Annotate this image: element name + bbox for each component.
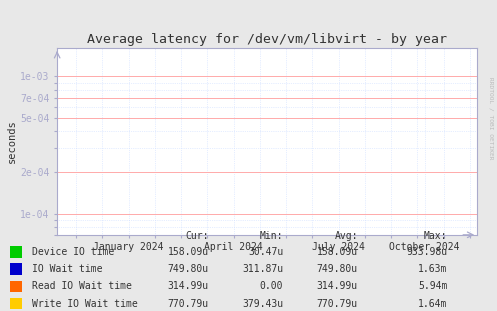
Text: 749.80u: 749.80u <box>317 264 358 274</box>
Text: 5.94m: 5.94m <box>418 281 447 291</box>
Y-axis label: seconds: seconds <box>7 120 17 163</box>
Text: 749.80u: 749.80u <box>167 264 209 274</box>
Text: 1.63m: 1.63m <box>418 264 447 274</box>
Text: Device IO time: Device IO time <box>32 247 114 257</box>
Text: 0.00: 0.00 <box>260 281 283 291</box>
Text: 379.43u: 379.43u <box>242 299 283 309</box>
Text: 1.64m: 1.64m <box>418 299 447 309</box>
Text: Read IO Wait time: Read IO Wait time <box>32 281 132 291</box>
Text: 770.79u: 770.79u <box>317 299 358 309</box>
Text: RRDTOOL / TOBI OETIKER: RRDTOOL / TOBI OETIKER <box>489 77 494 160</box>
Text: Max:: Max: <box>424 231 447 241</box>
Text: 158.09u: 158.09u <box>167 247 209 257</box>
Text: 933.98u: 933.98u <box>406 247 447 257</box>
Text: 770.79u: 770.79u <box>167 299 209 309</box>
Text: Min:: Min: <box>260 231 283 241</box>
Text: Write IO Wait time: Write IO Wait time <box>32 299 138 309</box>
Text: IO Wait time: IO Wait time <box>32 264 103 274</box>
Text: Cur:: Cur: <box>185 231 209 241</box>
Text: 30.47u: 30.47u <box>248 247 283 257</box>
Text: Avg:: Avg: <box>334 231 358 241</box>
Text: 314.99u: 314.99u <box>167 281 209 291</box>
Text: 158.09u: 158.09u <box>317 247 358 257</box>
Text: 311.87u: 311.87u <box>242 264 283 274</box>
Text: 314.99u: 314.99u <box>317 281 358 291</box>
Title: Average latency for /dev/vm/libvirt - by year: Average latency for /dev/vm/libvirt - by… <box>87 33 447 46</box>
